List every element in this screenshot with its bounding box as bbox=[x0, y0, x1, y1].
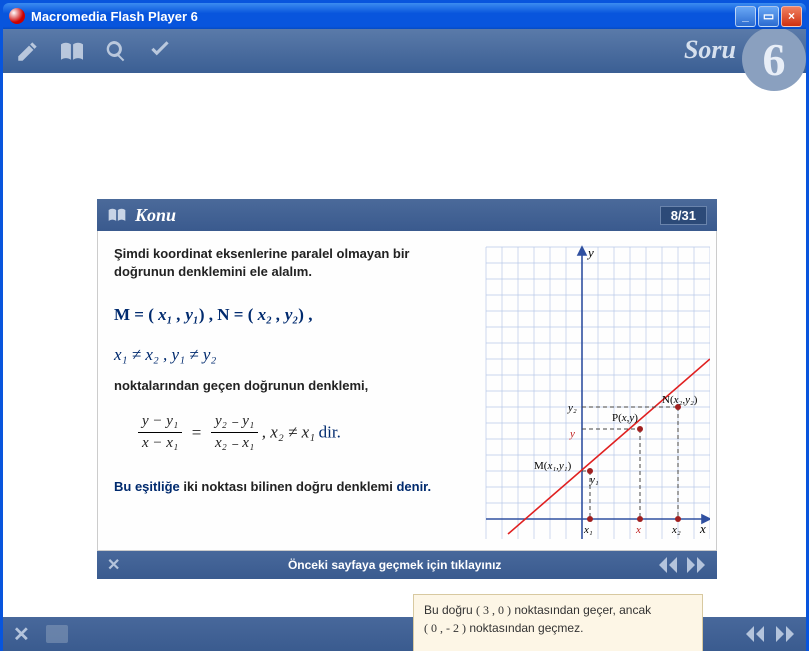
bottom-box-icon[interactable] bbox=[46, 625, 68, 643]
concl-b: iki noktası bilinen doğru denklemi bbox=[183, 479, 396, 494]
note-point-1: ( 3 , 0 ) bbox=[476, 603, 511, 617]
flash-icon bbox=[9, 8, 25, 24]
neq-2a: y₁ bbox=[172, 345, 185, 364]
popup-title: Konu bbox=[135, 205, 176, 226]
neq-2b: y₂ bbox=[203, 345, 216, 364]
note-text-2b: noktasından geçmez. bbox=[466, 621, 583, 635]
graph-column: y x bbox=[478, 231, 716, 550]
frac-1: y − y₁ x − x₁ bbox=[138, 411, 182, 454]
close-button[interactable]: × bbox=[781, 6, 802, 27]
lesson-popup: Konu 8/31 Şimdi koordinat eksenlerine pa… bbox=[97, 199, 717, 579]
bottom-prev-button[interactable] bbox=[744, 625, 766, 643]
text-column: Şimdi koordinat eksenlerine paralel olma… bbox=[98, 231, 478, 550]
frac-2: y₂ ₋ y₁ x₂ ₋ x₁ bbox=[211, 411, 258, 454]
label-x1: x₁ bbox=[583, 524, 593, 536]
pd-suffix: ) , bbox=[298, 305, 312, 324]
popup-prev-button[interactable] bbox=[657, 556, 679, 574]
bottom-next-button[interactable] bbox=[774, 625, 796, 643]
bottom-close-icon[interactable]: ✕ bbox=[13, 622, 30, 647]
minimize-button[interactable]: _ bbox=[735, 6, 756, 27]
label-y1: y₁ bbox=[589, 474, 599, 486]
main-area: Bu doğru ( 3 , 0 ) noktasından geçer, an… bbox=[3, 73, 806, 617]
note-text-1a: Bu doğru bbox=[424, 603, 476, 617]
pd-y1: y₁ bbox=[185, 305, 198, 324]
popup-footer-text[interactable]: Önceki sayfaya geçmek için tıklayınız bbox=[132, 558, 657, 572]
y-axis-label: y bbox=[586, 245, 594, 260]
label-x2: x₂ bbox=[671, 524, 681, 536]
label-y2: y₂ bbox=[567, 402, 577, 414]
popup-close-icon[interactable]: ✕ bbox=[107, 555, 120, 575]
pd-x2: x₂ bbox=[258, 305, 272, 324]
neq-1b: x₂ bbox=[145, 345, 158, 364]
points-definition: M = ( x₁ , y₁) , N = ( x₂ , y₂) , bbox=[114, 303, 466, 327]
label-xx: x bbox=[635, 524, 641, 536]
app-toolbar: Soru 6 bbox=[3, 29, 806, 73]
label-N: N(x₂,y₂) bbox=[662, 394, 698, 406]
pd-y2: y₂ bbox=[285, 305, 298, 324]
topic-icon bbox=[107, 207, 127, 223]
intro-text: Şimdi koordinat eksenlerine paralel olma… bbox=[114, 245, 466, 281]
label-y: y bbox=[569, 428, 575, 440]
frac1-num: y − y₁ bbox=[138, 411, 182, 433]
bottom-nav bbox=[744, 625, 796, 643]
equation-line: y − y₁ x − x₁ = y₂ ₋ y₁ x₂ ₋ x₁ , x₂ ≠ x… bbox=[138, 411, 466, 454]
soru-label: Soru bbox=[684, 35, 736, 65]
x-axis-label: x bbox=[699, 521, 706, 536]
frac2-den: x₂ ₋ x₁ bbox=[211, 433, 258, 454]
pencil-icon[interactable] bbox=[13, 36, 43, 66]
titlebar: Macromedia Flash Player 6 _ ▭ × bbox=[3, 3, 806, 29]
conclusion-line: Bu eşitliğe iki noktası bilinen doğru de… bbox=[114, 478, 466, 496]
popup-header: Konu 8/31 bbox=[97, 199, 717, 231]
popup-next-button[interactable] bbox=[685, 556, 707, 574]
page-counter: 8/31 bbox=[660, 206, 707, 225]
frac2-num: y₂ ₋ y₁ bbox=[211, 411, 258, 433]
window-title: Macromedia Flash Player 6 bbox=[31, 9, 733, 24]
note-text-1b: noktasından geçer, ancak bbox=[511, 603, 651, 617]
note-point-2: ( 0 , - 2 ) bbox=[424, 621, 466, 635]
popup-footer: ✕ Önceki sayfaya geçmek için tıklayınız bbox=[97, 551, 717, 579]
maximize-button[interactable]: ▭ bbox=[758, 6, 779, 27]
label-M: M(x₁,y₁) bbox=[534, 460, 572, 472]
question-number-badge: 6 bbox=[742, 29, 806, 91]
books-icon[interactable] bbox=[57, 36, 87, 66]
note-box: Bu doğru ( 3 , 0 ) noktasından geçer, an… bbox=[413, 594, 703, 651]
client-area: Soru 6 Bu doğru ( 3 , 0 ) noktasından ge… bbox=[3, 29, 806, 651]
coordinate-graph: y x bbox=[478, 239, 710, 539]
dir: dir. bbox=[319, 423, 341, 442]
neq-s2: ≠ bbox=[189, 345, 198, 364]
popup-nav bbox=[657, 556, 707, 574]
neq-s1: ≠ bbox=[132, 345, 141, 364]
pd-x1: x₁ bbox=[158, 305, 172, 324]
pd-prefix: M = ( bbox=[114, 305, 158, 324]
graph-line bbox=[508, 359, 710, 534]
concl-a: Bu eşitliğe bbox=[114, 479, 183, 494]
check-icon[interactable] bbox=[145, 36, 175, 66]
cond: , x₂ ≠ x₁ bbox=[262, 423, 315, 442]
through-text: noktalarından geçen doğrunun denklemi, bbox=[114, 377, 466, 395]
neq-1a: x₁ bbox=[114, 345, 127, 364]
concl-c: denir. bbox=[396, 479, 431, 494]
eq-sign: = bbox=[192, 423, 202, 442]
window-chrome: Macromedia Flash Player 6 _ ▭ × Soru 6 B… bbox=[0, 0, 809, 651]
popup-body: Şimdi koordinat eksenlerine paralel olma… bbox=[97, 231, 717, 551]
frac1-den: x − x₁ bbox=[138, 433, 182, 454]
pd-mid: ) , N = ( bbox=[199, 305, 258, 324]
inequality-line: x₁ ≠ x₂ , y₁ ≠ y₂ bbox=[114, 343, 466, 367]
magnifier-icon[interactable] bbox=[101, 36, 131, 66]
label-P: P(x,y) bbox=[612, 412, 638, 424]
